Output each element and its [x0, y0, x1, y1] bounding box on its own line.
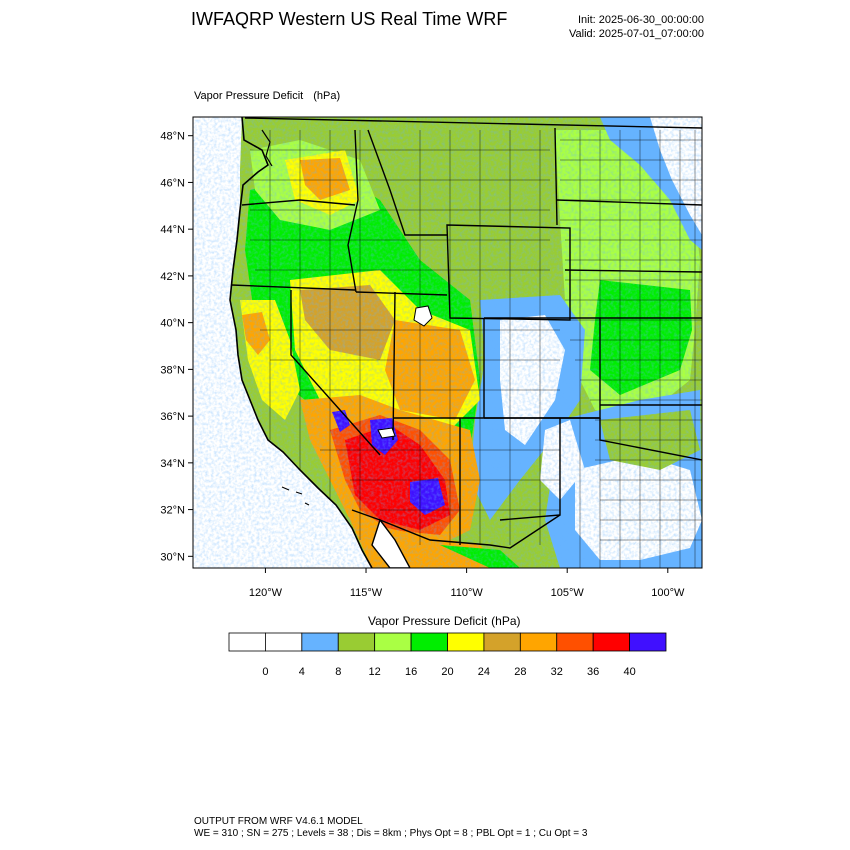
colorbar-swatch: [265, 632, 303, 652]
colorbar-swatch: [592, 632, 630, 652]
colorbar-tick-label: 36: [587, 666, 599, 678]
puget-sound: [261, 129, 273, 167]
lon-tick-label: 115°W: [350, 587, 383, 599]
colorbar-tick-label: 8: [335, 666, 341, 678]
colorbar-field-name: Vapor Pressure Deficit: [368, 614, 488, 628]
colorbar-tick-label: 20: [441, 666, 453, 678]
colorbar-units: (hPa): [491, 614, 521, 628]
colorbar-swatch: [337, 632, 376, 652]
border-or-ca-nv: [231, 284, 356, 291]
great-salt-lake: [413, 305, 433, 327]
state-boundaries: [231, 117, 702, 549]
border-nv-ut: [392, 291, 396, 441]
border-nd-sd: [556, 199, 702, 206]
latitude-axis: 48°N 46°N 44°N 42°N 40°N 38°N 36°N 34°N 32°N 30°N: [160, 131, 193, 563]
lat-tick-label: 40°N: [160, 318, 185, 330]
border-mt-nd: [554, 127, 558, 226]
gulf-of-california: [371, 518, 411, 568]
lat-tick-label: 30°N: [160, 551, 185, 563]
coastline: [229, 117, 373, 568]
colorbar-swatch: [447, 632, 485, 652]
colorbar-swatch: [483, 632, 521, 652]
chart-title: IWFAQRP Western US Real Time WRF: [191, 9, 508, 29]
field-units: (hPa): [313, 90, 341, 102]
colorbar-tick-label: 4: [299, 666, 305, 678]
lat-tick-label: 32°N: [160, 505, 185, 517]
border-mexico: [351, 509, 561, 549]
lat-tick-label: 34°N: [160, 458, 185, 470]
map-field: [193, 117, 702, 568]
channel-islands: [281, 486, 310, 506]
colorbar-swatch: [374, 632, 412, 652]
model-footer: OUTPUT FROM WRF V4.6.1 MODEL WE = 310 ; …: [194, 816, 587, 840]
border-wy: [446, 224, 571, 321]
lon-tick-label: 105°W: [551, 587, 585, 599]
colorbar-swatch: [301, 632, 339, 652]
colorbar-swatch: [556, 632, 594, 652]
init-time: Init: 2025-06-30_00:00:00: [578, 14, 704, 26]
footer-line-model: OUTPUT FROM WRF V4.6.1 MODEL: [194, 816, 363, 827]
colorbar-tick-label: 28: [514, 666, 526, 678]
map-frame: [192, 116, 703, 569]
colorbar-tick-label: 0: [262, 666, 268, 678]
field-texture: [193, 117, 702, 568]
lake-mead: [377, 427, 396, 439]
colorbar-swatch: [519, 632, 558, 652]
valid-time: Valid: 2025-07-01_07:00:00: [569, 28, 704, 40]
colorbar: 0 4 8 12 16 20 24 28 32 36 40: [228, 632, 667, 678]
lon-tick-label: 100°W: [651, 587, 685, 599]
border-sd-ne: [564, 269, 702, 273]
colorbar-tick-label: 32: [551, 666, 563, 678]
border-canada: [244, 117, 702, 129]
county-boundaries: [250, 130, 702, 568]
colorbar-tick-label: 40: [623, 666, 635, 678]
lat-tick-label: 48°N: [160, 131, 185, 143]
colorbar-swatch: [410, 632, 448, 652]
colorbar-tick-label: 12: [369, 666, 381, 678]
lat-tick-label: 46°N: [160, 177, 185, 189]
border-id-ut: [355, 291, 448, 296]
lat-tick-label: 38°N: [160, 364, 185, 376]
longitude-axis: 120°W 115°W 110°W 105°W 100°W: [249, 568, 685, 599]
field-name: Vapor Pressure Deficit: [194, 90, 304, 102]
border-id-mt: [367, 129, 447, 236]
lon-tick-label: 120°W: [249, 587, 283, 599]
run-times: Init: 2025-06-30_00:00:00 Valid: 2025-07…: [569, 13, 704, 41]
lat-tick-label: 42°N: [160, 271, 185, 283]
colorbar-tick-label: 24: [478, 666, 490, 678]
colorbar-title: Vapor Pressure Deficit (hPa): [368, 614, 521, 628]
lat-tick-label: 36°N: [160, 411, 185, 423]
border-ca-nv: [290, 290, 381, 456]
border-wa-or: [241, 199, 356, 206]
lat-tick-label: 44°N: [160, 224, 185, 236]
colorbar-swatch: [228, 632, 266, 652]
border-ok-tx: [599, 418, 702, 461]
border-id-west: [347, 129, 359, 293]
colorbar-swatch: [629, 632, 667, 652]
field-label: Vapor Pressure Deficit (hPa): [194, 90, 340, 102]
footer-line-config: WE = 310 ; SN = 275 ; Levels = 38 ; Dis …: [194, 828, 588, 839]
colorbar-tick-label: 16: [405, 666, 417, 678]
lon-tick-label: 110°W: [450, 587, 483, 599]
